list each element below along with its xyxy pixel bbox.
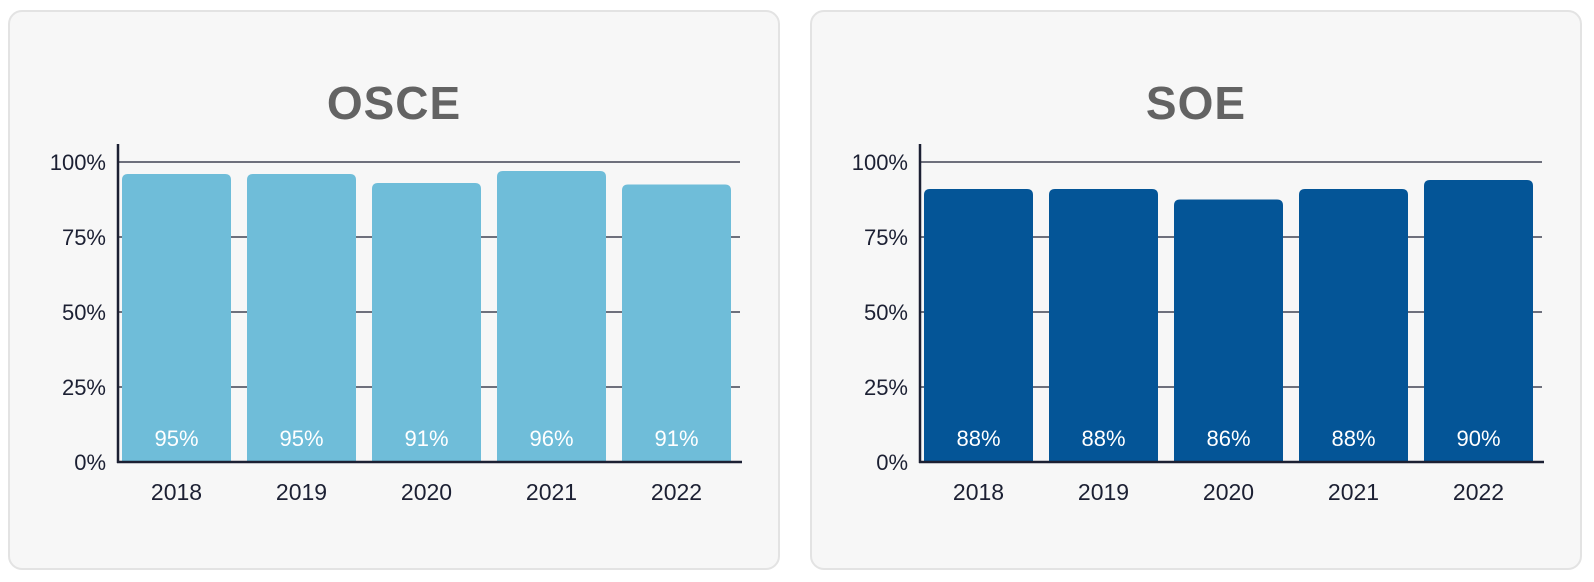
x-tick-label: 2021	[526, 479, 577, 505]
y-tick-label: 50%	[62, 300, 106, 325]
data-label: 86%	[1206, 426, 1250, 451]
x-tick-label: 2019	[276, 479, 327, 505]
soe-bar-chart: 0% 25% 50% 75% 100% 88% 2018 88% 2019 86% 2020 88% 2…	[852, 144, 1544, 505]
bar-2020	[372, 183, 481, 462]
osce-bar-chart: 0% 25% 50% 75% 100% 95% 2018 95% 2019 91% 2020 96% 2…	[50, 144, 742, 505]
data-label: 88%	[1081, 426, 1125, 451]
data-label: 96%	[529, 426, 573, 451]
x-tick-label: 2020	[401, 479, 452, 505]
data-label: 91%	[404, 426, 448, 451]
y-tick-label: 50%	[864, 300, 908, 325]
x-tick-label: 2022	[651, 479, 702, 505]
y-tick-label: 0%	[74, 450, 106, 475]
y-tick-label: 25%	[864, 375, 908, 400]
bar-2022	[1424, 180, 1533, 462]
x-tick-label: 2021	[1328, 479, 1379, 505]
data-label: 88%	[956, 426, 1000, 451]
data-label: 88%	[1331, 426, 1375, 451]
y-tick-label: 25%	[62, 375, 106, 400]
bar-2019	[247, 174, 356, 462]
x-tick-label: 2022	[1453, 479, 1504, 505]
x-tick-label: 2020	[1203, 479, 1254, 505]
y-tick-label: 100%	[50, 150, 106, 175]
data-label: 91%	[654, 426, 698, 451]
y-tick-label: 100%	[852, 150, 908, 175]
bar-2021	[1299, 189, 1408, 462]
bar-2020	[1174, 199, 1283, 462]
data-label: 90%	[1456, 426, 1500, 451]
x-tick-label: 2018	[953, 479, 1004, 505]
y-tick-label: 75%	[864, 225, 908, 250]
y-tick-label: 0%	[876, 450, 908, 475]
bar-2021	[497, 171, 606, 462]
x-tick-label: 2018	[151, 479, 202, 505]
bar-2018	[924, 189, 1033, 462]
y-tick-label: 75%	[62, 225, 106, 250]
osce-chart-panel: OSCE 0% 25% 50% 75% 100% 95% 2018 95% 2019 91% 202…	[8, 10, 780, 570]
bar-2019	[1049, 189, 1158, 462]
data-label: 95%	[154, 426, 198, 451]
data-label: 95%	[279, 426, 323, 451]
x-tick-label: 2019	[1078, 479, 1129, 505]
bar-2018	[122, 174, 231, 462]
chart-title: OSCE	[326, 77, 462, 129]
bar-2022	[622, 184, 731, 462]
chart-title: SOE	[1145, 77, 1247, 129]
soe-chart-panel: SOE 0% 25% 50% 75% 100% 88% 2018 88% 2019 86% 2020…	[810, 10, 1582, 570]
